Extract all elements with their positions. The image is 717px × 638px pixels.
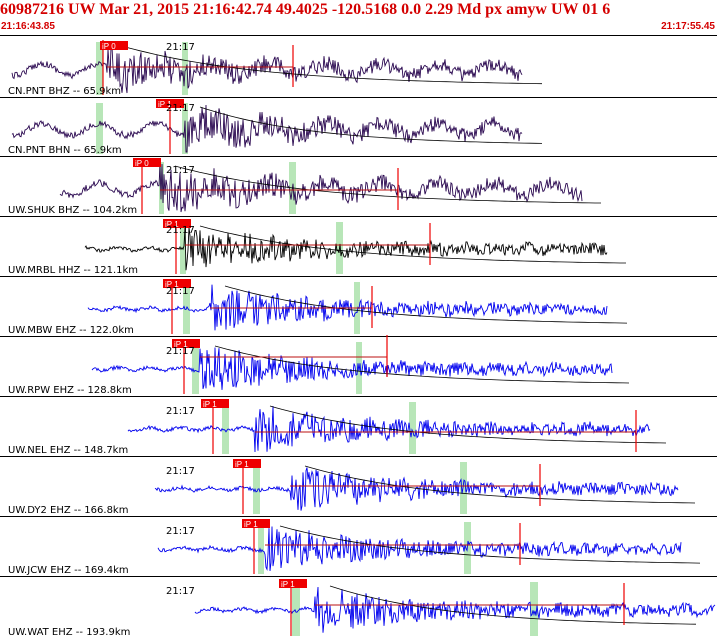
coda-envelope-curve [224, 285, 628, 324]
p-pick-tag-label: iP 1 [165, 220, 179, 229]
station-label: UW.JCW EHZ -- 169.4km [8, 565, 129, 576]
station-label: UW.MBW EHZ -- 122.0km [8, 325, 134, 336]
time-mark-label: 21:17 [166, 526, 195, 537]
p-pick-tag[interactable] [201, 399, 229, 408]
p-pick-tag[interactable] [163, 219, 191, 228]
seismic-trace [11, 104, 523, 153]
coda-envelope-curve [279, 525, 701, 564]
phase-window-marker [96, 103, 103, 154]
phase-window-marker [460, 462, 467, 514]
p-pick-tag-label: iP 1 [165, 280, 179, 289]
station-label: UW.DY2 EHZ -- 166.8km [8, 505, 128, 516]
seismic-trace [59, 163, 583, 213]
phase-window-marker [253, 462, 260, 514]
p-pick-tag-label: iP 1 [158, 100, 172, 109]
phase-window-marker [96, 42, 103, 95]
header-background [0, 0, 717, 34]
phase-window-marker [292, 582, 300, 636]
p-pick-tag-label: iP 0 [135, 159, 149, 168]
seismic-trace [127, 406, 651, 453]
coda-envelope-curve [329, 585, 697, 625]
phase-window-marker [192, 342, 199, 394]
p-pick-tag-label: iP 1 [174, 340, 188, 349]
p-pick-tag[interactable] [156, 99, 184, 108]
time-mark-label: 21:17 [166, 586, 195, 597]
phase-window-marker [409, 402, 416, 454]
p-pick-tag[interactable] [100, 41, 128, 50]
station-label: UW.MRBL HHZ -- 121.1km [8, 265, 138, 276]
coda-envelope-curve [121, 45, 543, 85]
seismic-trace [157, 526, 682, 572]
time-mark-label: 21:17 [166, 42, 195, 53]
time-mark-label: 21:17 [166, 165, 195, 176]
window-end-time: 21:17:55.45 [661, 21, 715, 32]
seismic-trace [91, 347, 613, 390]
time-mark-label: 21:17 [166, 466, 195, 477]
p-pick-tag[interactable] [279, 579, 307, 588]
phase-window-marker [222, 402, 229, 454]
phase-window-marker [530, 582, 538, 636]
coda-envelope-curve [199, 106, 543, 144]
seismic-trace [194, 586, 716, 633]
seismic-trace [87, 284, 608, 331]
station-label: UW.NEL EHZ -- 148.7km [8, 445, 128, 456]
p-pick-tag[interactable] [163, 279, 191, 288]
p-pick-tag[interactable] [133, 158, 161, 167]
phase-window-marker [182, 42, 188, 95]
station-label: UW.SHUK BHZ -- 104.2km [8, 205, 137, 216]
time-mark-label: 21:17 [166, 286, 195, 297]
seismic-trace [154, 467, 679, 511]
coda-envelope-curve [214, 345, 630, 384]
event-header-title: 60987216 UW Mar 21, 2015 21:16:42.74 49.… [0, 1, 611, 18]
coda-envelope-curve [199, 225, 626, 264]
time-mark-label: 21:17 [166, 103, 195, 114]
time-mark-label: 21:17 [166, 346, 195, 357]
p-pick-tag[interactable] [242, 519, 270, 528]
seismic-trace [84, 227, 608, 271]
seismic-trace [11, 45, 523, 94]
time-mark-label: 21:17 [166, 406, 195, 417]
p-pick-tag-label: iP 1 [281, 580, 295, 589]
p-pick-tag-label: iP 1 [235, 460, 249, 469]
p-pick-tag[interactable] [233, 459, 261, 468]
coda-envelope-curve [304, 465, 696, 504]
p-pick-tag-label: iP 0 [102, 42, 116, 51]
p-pick-tag-label: iP 1 [203, 400, 217, 409]
p-pick-tag-label: iP 1 [244, 520, 258, 529]
coda-envelope-curve [269, 405, 667, 444]
station-label: UW.WAT EHZ -- 193.9km [8, 627, 130, 638]
phase-window-marker [258, 522, 264, 574]
window-start-time: 21:16:43.85 [1, 21, 55, 32]
coda-envelope-curve [174, 165, 601, 204]
time-mark-label: 21:17 [166, 225, 195, 236]
station-label: CN.PNT BHN -- 65.9km [8, 145, 122, 156]
station-label: CN.PNT BHZ -- 65.9km [8, 86, 121, 97]
station-label: UW.RPW EHZ -- 128.8km [8, 385, 132, 396]
p-pick-tag[interactable] [172, 339, 200, 348]
